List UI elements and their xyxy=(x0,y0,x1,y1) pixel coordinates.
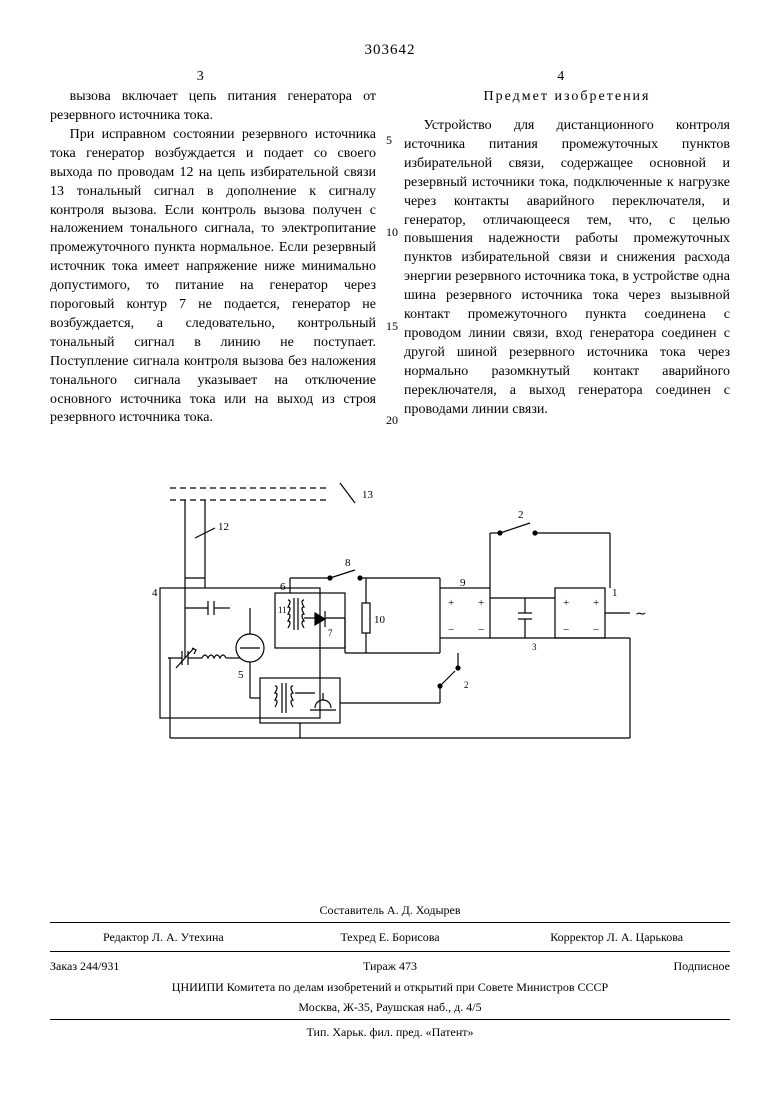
footer-tech: Техред Е. Борисова xyxy=(277,929,504,945)
label-7: 7 xyxy=(328,628,333,638)
line-marker-15: 15 xyxy=(386,320,398,332)
label-2: 2 xyxy=(518,509,524,521)
label-9a: 9 xyxy=(460,577,466,589)
label-1: 1 xyxy=(612,587,618,599)
footer-addr: Москва, Ж-35, Раушская наб., д. 4/5 xyxy=(50,999,730,1015)
document-number: 303642 xyxy=(50,40,730,60)
label-ac: ∼ xyxy=(635,607,647,622)
right-para-1: Устройство для дистанционного контроля и… xyxy=(404,117,730,419)
line-marker-10: 10 xyxy=(386,226,398,238)
section-title: Предмет изобретения xyxy=(404,88,730,107)
page-col-num-left: 3 xyxy=(197,68,204,87)
label-plus-4: + xyxy=(593,597,599,609)
label-5: 5 xyxy=(238,669,244,681)
footer-compiler: Составитель А. Д. Ходырев xyxy=(50,902,730,918)
label-6: 6 xyxy=(280,581,286,593)
label-plus-3: + xyxy=(563,597,569,609)
footer-typ: Тип. Харьк. фил. пред. «Патент» xyxy=(50,1024,730,1040)
footer-tirazh: Тираж 473 xyxy=(277,958,504,974)
label-10: 10 xyxy=(374,614,386,626)
label-4: 4 xyxy=(152,587,158,599)
label-8: 8 xyxy=(345,557,351,569)
label-minus-2: − xyxy=(478,624,484,636)
label-12: 12 xyxy=(218,521,229,533)
footer-order: Заказ 244/931 xyxy=(50,958,277,974)
right-column: 4 5 10 15 20 Предмет изобретения Устройс… xyxy=(404,88,730,428)
label-13: 13 xyxy=(362,489,374,501)
label-11: 11 xyxy=(278,605,287,615)
footer-podpisnoe: Подписное xyxy=(503,958,730,974)
left-para-2: При исправном состоянии резервного источ… xyxy=(50,126,376,428)
footer-corrector: Корректор Л. А. Царькова xyxy=(503,929,730,945)
footer: Составитель А. Д. Ходырев Редактор Л. А.… xyxy=(50,899,730,1043)
label-minus-3: − xyxy=(563,624,569,636)
label-plus-2: + xyxy=(478,597,484,609)
text-columns: 3 вызова включает цепь питания генератор… xyxy=(50,88,730,428)
footer-editor: Редактор Л. А. Утехина xyxy=(50,929,277,945)
label-minus-4: − xyxy=(593,624,599,636)
circuit-diagram: 13 12 2 4 5 6 11 7 xyxy=(130,478,650,758)
label-plus-1: + xyxy=(448,597,454,609)
left-column: 3 вызова включает цепь питания генератор… xyxy=(50,88,376,428)
footer-org: ЦНИИПИ Комитета по делам изобретений и о… xyxy=(50,979,730,995)
left-para-1: вызова включает цепь питания генератора … xyxy=(50,88,376,126)
line-marker-5: 5 xyxy=(386,134,392,146)
label-minus-1: − xyxy=(448,624,454,636)
page-col-num-right: 4 xyxy=(557,68,564,87)
label-3: 3 xyxy=(532,642,537,652)
line-marker-20: 20 xyxy=(386,414,398,426)
label-2b: 2 xyxy=(464,680,469,690)
